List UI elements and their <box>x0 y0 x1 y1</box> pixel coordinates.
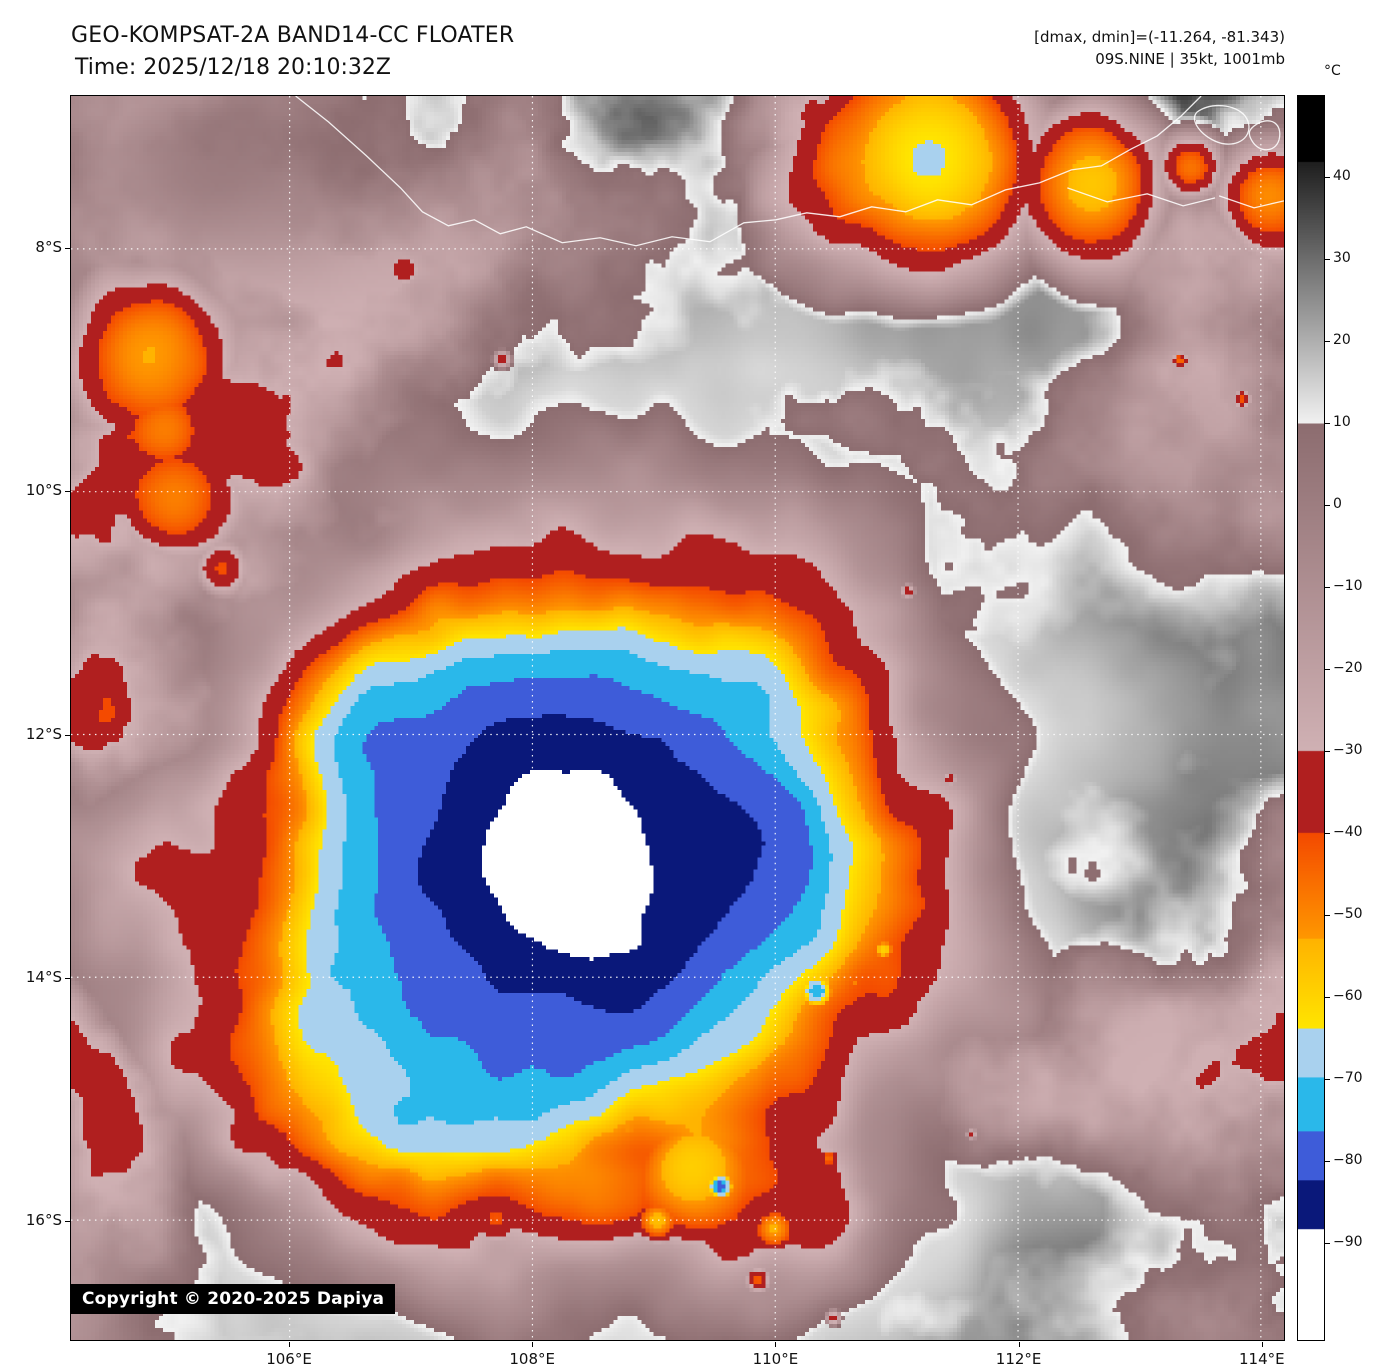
colorbar-tick-mark <box>1325 668 1330 670</box>
colorbar-tick-label: 30 <box>1333 249 1351 266</box>
colorbar-tick-label: −90 <box>1333 1233 1363 1250</box>
colorbar-tick-label: 0 <box>1333 495 1342 512</box>
lon-tick-mark <box>775 1342 777 1347</box>
lat-tick-mark <box>65 977 70 979</box>
colorbar-tick-label: −70 <box>1333 1069 1363 1086</box>
colorbar-tick-label: −10 <box>1333 577 1363 594</box>
colorbar-tick-mark <box>1325 914 1330 916</box>
colorbar-tick-label: 10 <box>1333 413 1351 430</box>
colorbar <box>1297 95 1325 1341</box>
lon-tick-mark <box>289 1342 290 1347</box>
colorbar-tick-mark <box>1325 1160 1330 1162</box>
header-readouts: [dmax, dmin]=(-11.264, -81.343) 09S.NINE… <box>1034 26 1285 70</box>
lat-tick-label: 10°S <box>25 481 62 500</box>
colorbar-tick-mark <box>1325 422 1330 424</box>
colorbar-tick-label: −80 <box>1333 1151 1363 1168</box>
colorbar-tick-mark <box>1325 750 1330 752</box>
lat-tick-mark <box>65 734 70 736</box>
lat-tick-label: 14°S <box>25 967 62 986</box>
copyright-badge: Copyright © 2020-2025 Dapiya <box>71 1284 396 1314</box>
lon-tick-mark <box>1018 1342 1020 1347</box>
lon-tick-label: 106°E <box>266 1350 312 1368</box>
colorbar-unit-label: °C <box>1324 63 1341 79</box>
lon-tick-mark <box>1261 1342 1263 1347</box>
lon-tick-label: 110°E <box>752 1350 799 1368</box>
colorbar-tick-label: 20 <box>1333 331 1351 348</box>
colorbar-tick-mark <box>1325 1242 1330 1244</box>
colorbar-tick-mark <box>1325 176 1330 178</box>
colorbar-tick-mark <box>1325 832 1330 834</box>
lat-tick-label: 12°S <box>25 724 62 743</box>
lon-tick-mark <box>532 1342 534 1347</box>
colorbar-tick-label: −20 <box>1333 659 1363 676</box>
satellite-imagery-canvas <box>71 96 1284 1340</box>
lon-tick-label: 108°E <box>509 1350 555 1368</box>
lon-tick-label: 114°E <box>1238 1350 1285 1368</box>
lat-tick-mark <box>65 491 70 493</box>
satellite-map: Copyright © 2020-2025 Dapiya <box>70 95 1285 1341</box>
lon-tick-label: 112°E <box>995 1350 1042 1368</box>
colorbar-tick-mark <box>1325 586 1330 588</box>
storm-info-readout: 09S.NINE | 35kt, 1001mb <box>1095 50 1285 68</box>
colorbar-gradient <box>1298 96 1324 1340</box>
timestamp: Time: 2025/12/18 20:10:32Z <box>75 55 391 80</box>
lat-tick-label: 8°S <box>35 238 62 257</box>
colorbar-tick-mark <box>1325 996 1330 998</box>
colorbar-tick-label: −40 <box>1333 823 1363 840</box>
colorbar-tick-mark <box>1325 504 1330 506</box>
colorbar-tick-label: −50 <box>1333 905 1363 922</box>
colorbar-tick-mark <box>1325 1078 1330 1080</box>
colorbar-tick-mark <box>1325 340 1330 342</box>
lat-tick-label: 16°S <box>25 1210 62 1229</box>
colorbar-tick-label: 40 <box>1333 167 1351 184</box>
page-title: GEO-KOMPSAT-2A BAND14-CC FLOATER <box>71 23 515 48</box>
lat-tick-mark <box>65 1220 70 1222</box>
dmax-dmin-readout: [dmax, dmin]=(-11.264, -81.343) <box>1034 28 1285 46</box>
colorbar-tick-label: −60 <box>1333 987 1363 1004</box>
colorbar-tick-mark <box>1325 258 1330 260</box>
colorbar-tick-label: −30 <box>1333 741 1363 758</box>
lat-tick-mark <box>65 248 70 250</box>
